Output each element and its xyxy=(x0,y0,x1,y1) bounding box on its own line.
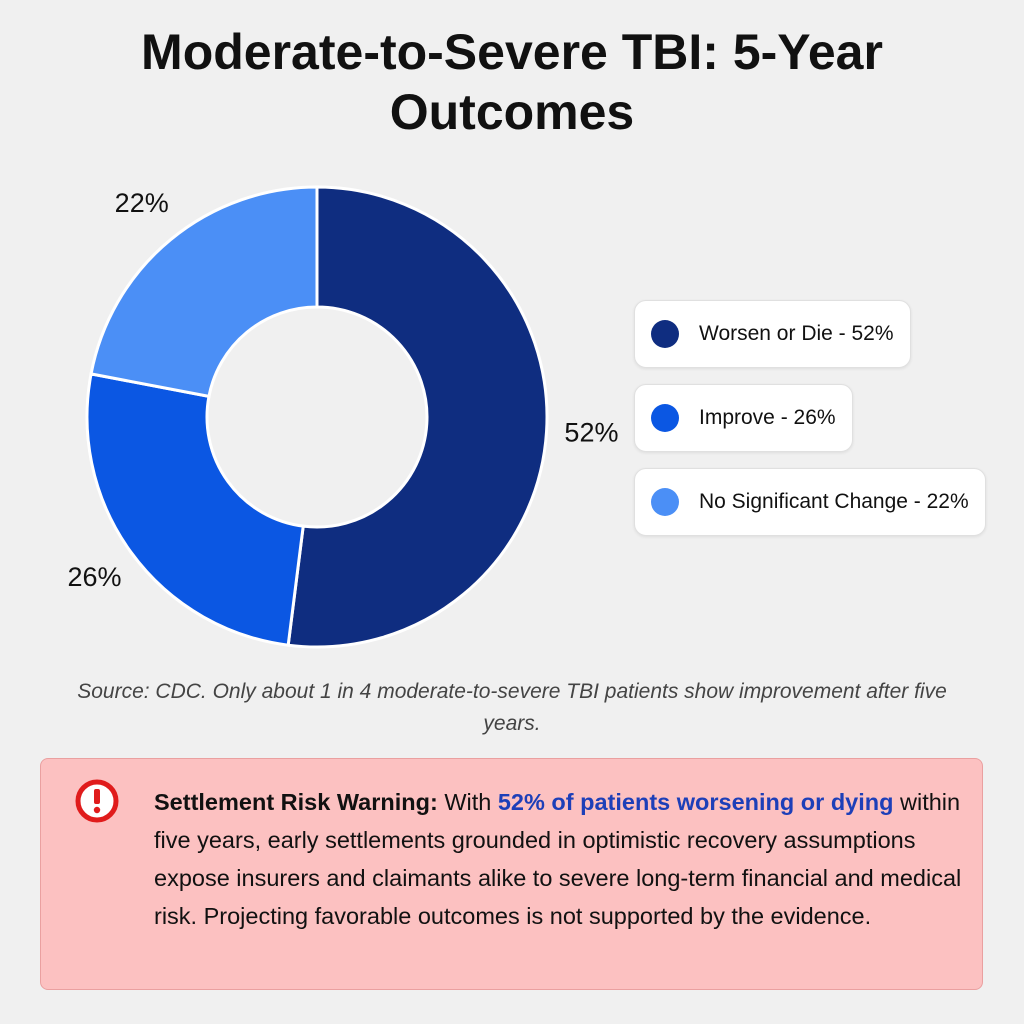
legend-swatch xyxy=(651,320,679,348)
legend-item: Worsen or Die - 52% xyxy=(634,300,911,368)
legend-item: No Significant Change - 22% xyxy=(634,468,986,536)
legend-swatch xyxy=(651,488,679,516)
legend-label: No Significant Change - 22% xyxy=(699,490,969,513)
legend-item: Improve - 26% xyxy=(634,384,853,452)
warning-title: Settlement Risk Warning: xyxy=(154,789,438,815)
legend-swatch xyxy=(651,404,679,432)
chart-title: Moderate-to-Severe TBI: 5-Year Outcomes xyxy=(141,24,883,140)
legend-label: Worsen or Die - 52% xyxy=(699,322,894,345)
slice xyxy=(89,185,319,399)
warning-text-before: With xyxy=(444,789,492,815)
slice-label: 26% xyxy=(67,562,121,592)
slice xyxy=(286,185,549,649)
warning-box: Settlement Risk Warning: With 52% of pat… xyxy=(40,758,983,990)
warning-highlight: 52% of patients worsening or dying xyxy=(497,789,894,815)
warning-text-after: within five years, early settlements gro… xyxy=(154,789,962,929)
slice-label: 22% xyxy=(115,188,169,218)
slice xyxy=(85,372,305,647)
warning-icon xyxy=(75,779,119,823)
source-note: Source: CDC. Only about 1 in 4 moderate-… xyxy=(77,680,947,735)
warning-text: Settlement Risk Warning: With 52% of pat… xyxy=(154,783,974,935)
legend-label: Improve - 26% xyxy=(699,406,836,429)
slice-label: 52% xyxy=(564,417,618,447)
